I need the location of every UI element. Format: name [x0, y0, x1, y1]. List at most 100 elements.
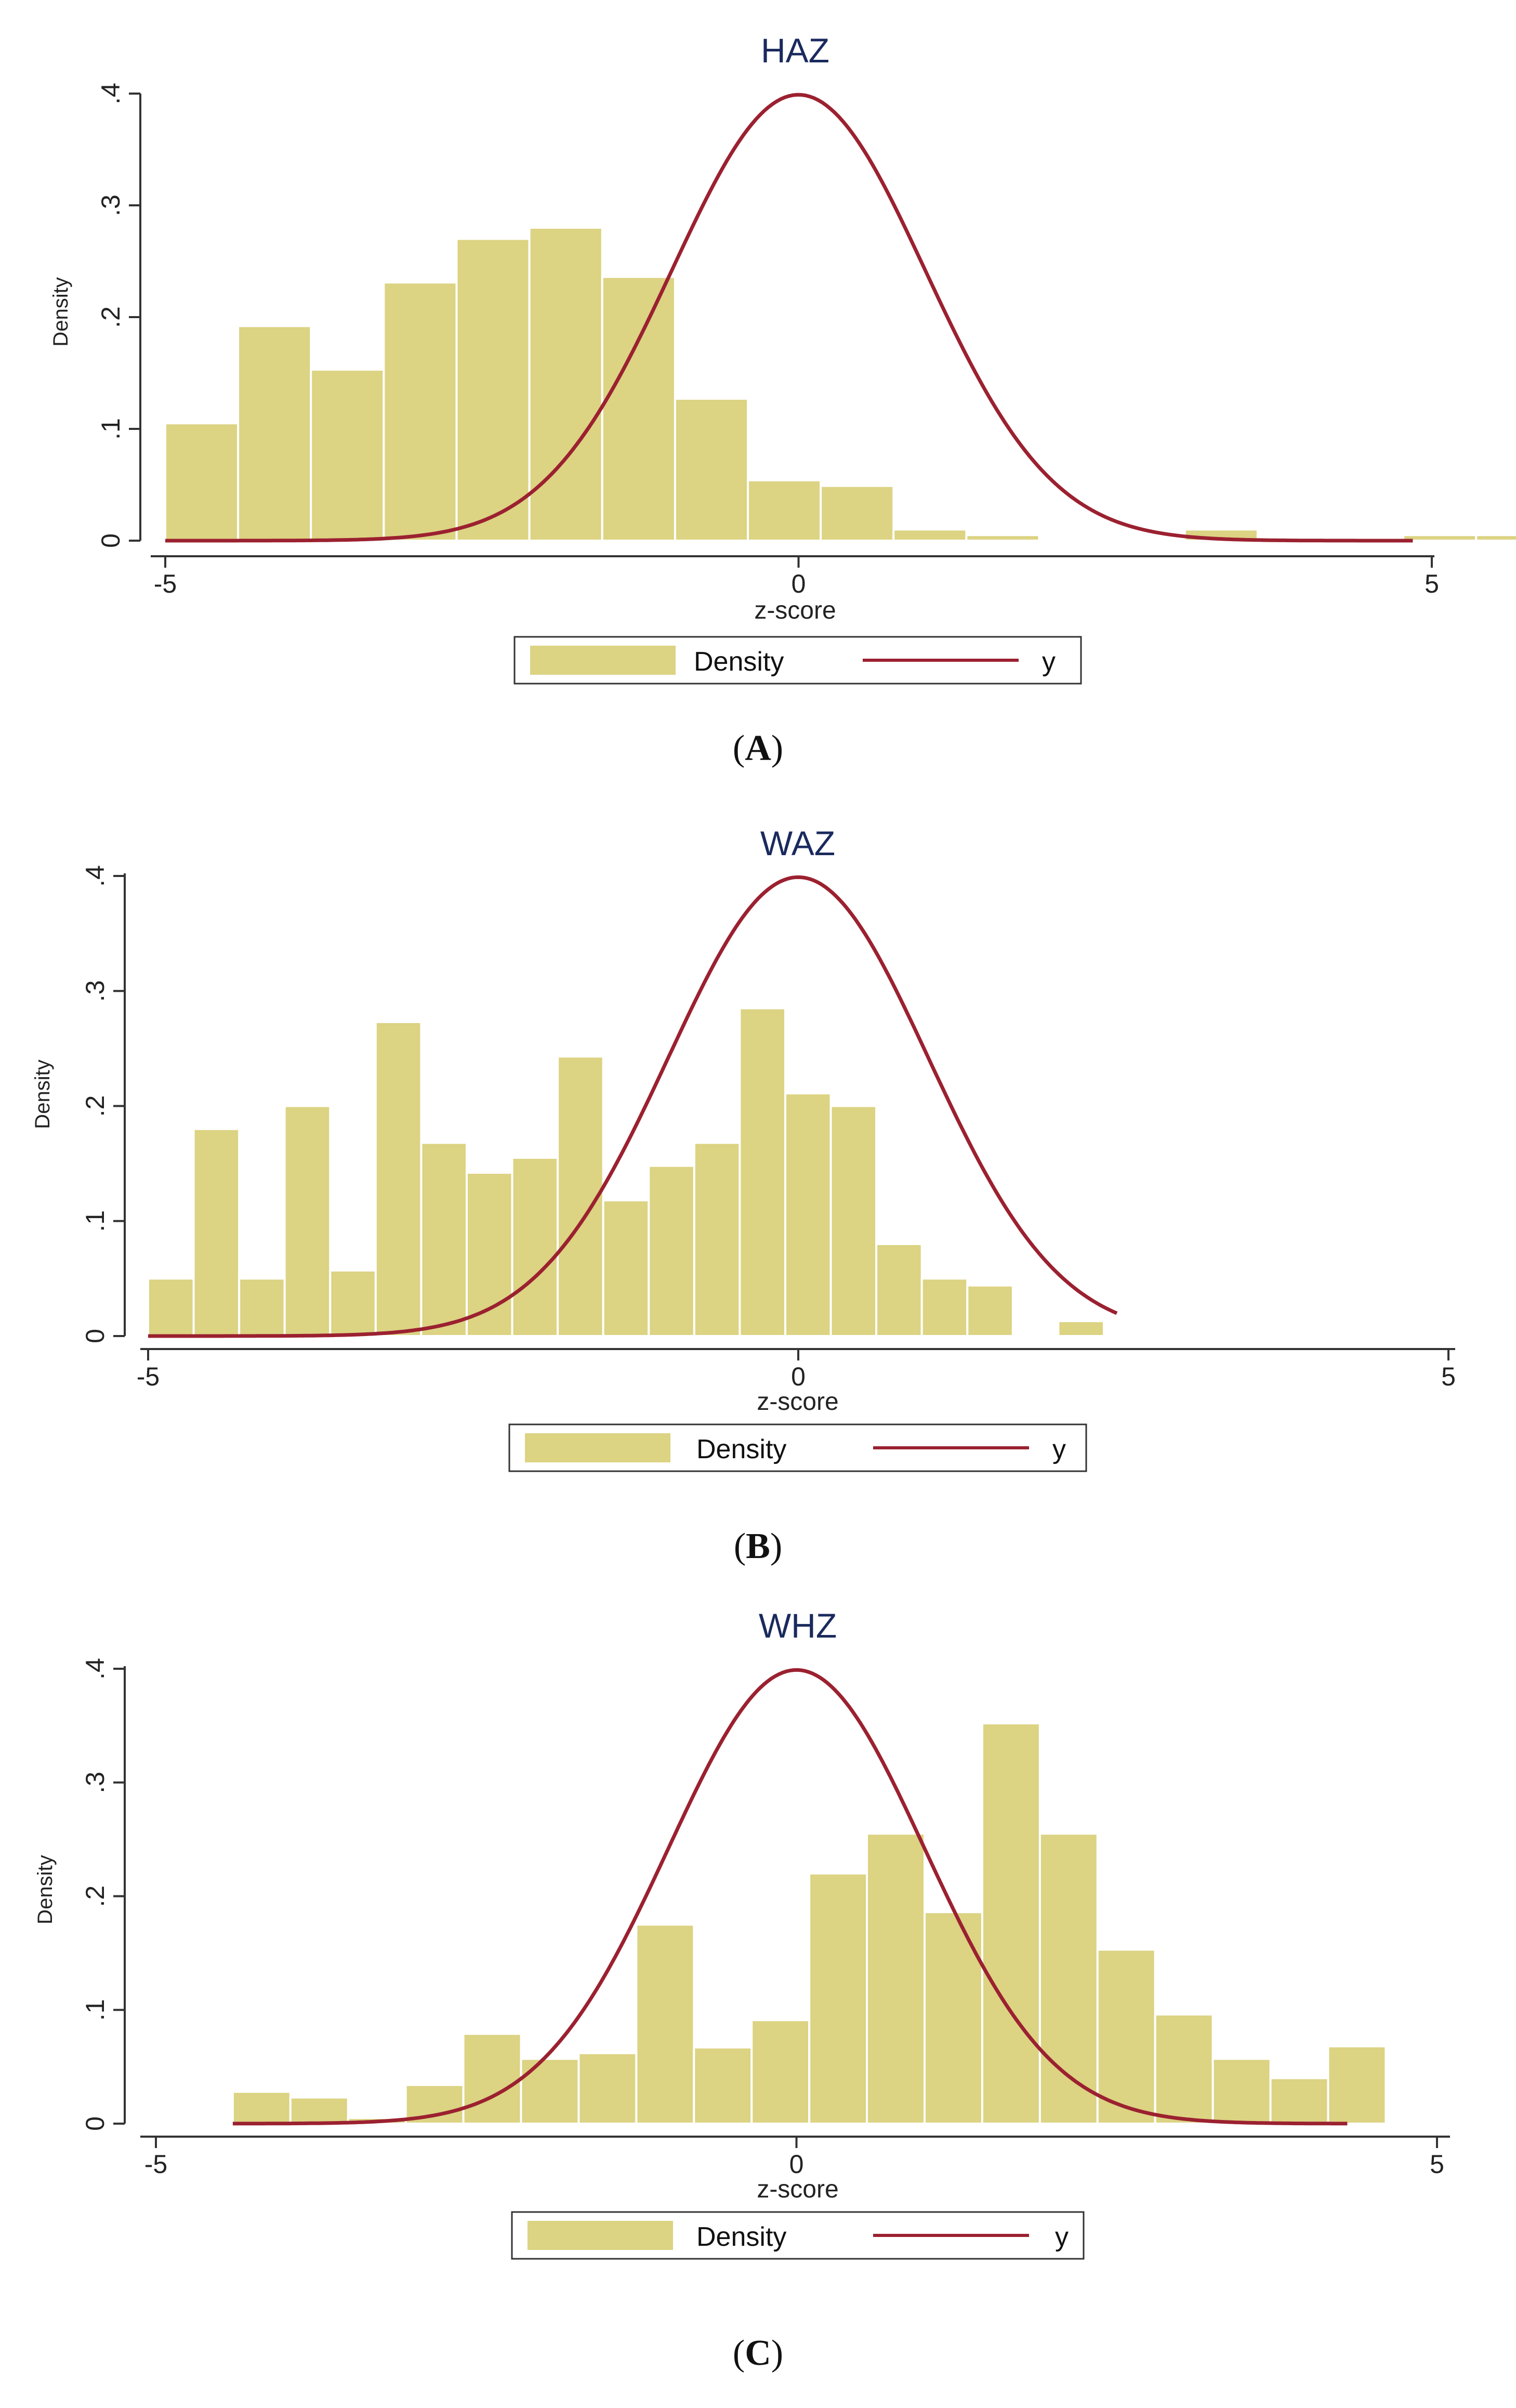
y-tick-label: .2: [96, 306, 125, 328]
chart-waz: WAZ 0 .1 .2 .3 .4 -5 0 5 z-score Density Densi…: [31, 824, 1456, 1472]
histogram-bar: [1269, 2077, 1329, 2125]
panel-caption: (A): [732, 728, 784, 768]
histogram-bar: [966, 1284, 1014, 1338]
histogram-bar: [820, 485, 895, 542]
y-ticks: 0 .1 .2 .3 .4: [81, 1658, 125, 2131]
y-axis-label: Density: [49, 277, 72, 346]
x-tick-label: 5: [1425, 569, 1439, 598]
y-tick-label: .2: [81, 1095, 110, 1117]
histogram-bar: [511, 1157, 559, 1337]
x-tick-label: 5: [1441, 1362, 1456, 1391]
histogram-bar: [237, 325, 312, 542]
y-ticks: 0 .1 .2 .3 .4: [96, 83, 140, 548]
histogram-bar: [147, 1277, 195, 1337]
y-tick-label: 0: [96, 533, 125, 548]
y-tick-label: .4: [81, 865, 110, 887]
chart-title: WAZ: [760, 824, 835, 862]
panel-whz: WHZ 0 .1 .2 .3 .4 -5 0 5 z-score Density Densi…: [0, 1599, 1516, 2408]
x-tick-label: 0: [792, 569, 806, 598]
histogram-bar: [1475, 534, 1516, 542]
histogram-bar: [238, 1277, 286, 1337]
y-tick-label: .1: [81, 1999, 110, 2021]
histogram-bar: [374, 1020, 423, 1337]
histogram-bar: [924, 1911, 983, 2125]
histogram-bar: [981, 1722, 1041, 2125]
x-axis-label: z-score: [757, 2176, 838, 2203]
x-tick-label: 5: [1430, 2150, 1444, 2179]
histogram-bar: [577, 2052, 638, 2125]
histogram-bar: [283, 1105, 332, 1337]
legend-swatch-density: [525, 1433, 670, 1462]
normal-curve: [165, 93, 1413, 543]
x-tick-label: -5: [154, 569, 177, 598]
legend-swatch-density: [530, 646, 676, 675]
histogram-bar: [310, 369, 385, 542]
histogram-bar: [829, 1105, 878, 1337]
y-tick-label: .1: [81, 1210, 110, 1232]
histogram-bar: [635, 1923, 695, 2125]
y-tick-label: .2: [81, 1886, 110, 1907]
histogram-bar: [739, 1007, 786, 1337]
histogram-bar: [892, 528, 968, 542]
panel-waz: WAZ 0 .1 .2 .3 .4 -5 0 5 z-score Density Densi…: [0, 801, 1516, 1599]
histogram-bar: [192, 1128, 241, 1337]
chart-title: HAZ: [761, 31, 829, 70]
histogram-bar: [784, 1092, 832, 1337]
panel-caption: (B): [733, 1526, 783, 1566]
y-tick-label: .4: [81, 1658, 110, 1680]
panel-haz: HAZ 0 .1 .2 .3 .4 -5 0 5 z-score Density Densi…: [0, 0, 1516, 801]
histogram-bar: [164, 422, 240, 542]
histogram-bar: [528, 227, 603, 542]
histogram-bar: [420, 1142, 468, 1337]
histogram-bar: [648, 1164, 695, 1337]
histogram-bar: [465, 1171, 513, 1337]
x-axis-label: z-score: [754, 597, 836, 624]
histogram-bar: [520, 2058, 580, 2125]
histogram-bars: [147, 1007, 1105, 1338]
histogram-bar: [231, 2090, 292, 2125]
chart-title: WHZ: [759, 1606, 837, 1645]
histogram-bar: [750, 2019, 811, 2125]
y-tick-label: .3: [81, 980, 110, 1002]
x-ticks: -5 0 5: [144, 2137, 1444, 2179]
x-tick-label: -5: [144, 2150, 167, 2179]
histogram-bar: [875, 1243, 923, 1337]
histogram-bar: [693, 1142, 741, 1337]
y-axis-label: Density: [31, 1059, 54, 1129]
legend: Density y: [508, 1423, 1087, 1472]
y-axis-label: Density: [34, 1855, 57, 1924]
legend-label-density: Density: [694, 647, 784, 677]
histogram-bar: [329, 1269, 377, 1338]
histogram-bar: [693, 2046, 753, 2125]
legend: Density y: [513, 636, 1082, 685]
chart-whz: WHZ 0 .1 .2 .3 .4 -5 0 5 z-score Density Densi…: [34, 1606, 1450, 2260]
y-tick-label: 0: [81, 1329, 110, 1343]
histogram-bar: [1211, 2058, 1272, 2125]
legend-swatch-density: [528, 2221, 673, 2250]
x-axis-label: z-score: [757, 1388, 838, 1416]
x-tick-label: 0: [789, 2150, 804, 2179]
legend-label-density: Density: [696, 1434, 786, 1464]
histogram-bar: [1154, 2013, 1214, 2125]
normal-curve: [148, 875, 1118, 1338]
histogram-bar: [1038, 1833, 1099, 2125]
x-ticks: -5 0 5: [137, 1349, 1456, 1391]
x-ticks: -5 0 5: [154, 556, 1439, 598]
legend: Density y: [511, 2211, 1085, 2260]
histogram-bars: [231, 1722, 1387, 2125]
histogram-bars: [164, 227, 1516, 542]
histogram-bar: [601, 276, 676, 542]
histogram-bar: [747, 479, 822, 542]
y-tick-label: .3: [96, 194, 125, 216]
histogram-bar: [1327, 2045, 1387, 2125]
y-ticks: 0 .1 .2 .3 .4: [81, 865, 125, 1343]
x-tick-label: -5: [137, 1362, 160, 1391]
histogram-bar: [462, 2033, 522, 2125]
x-tick-label: 0: [791, 1362, 806, 1391]
y-tick-label: .1: [96, 418, 125, 440]
legend-label-y: y: [1055, 2222, 1069, 2252]
histogram-bar: [920, 1277, 969, 1337]
histogram-bar: [808, 1872, 868, 2125]
chart-haz: HAZ 0 .1 .2 .3 .4 -5 0 5 z-score Density Densi…: [49, 31, 1516, 685]
legend-label-y: y: [1042, 647, 1056, 677]
